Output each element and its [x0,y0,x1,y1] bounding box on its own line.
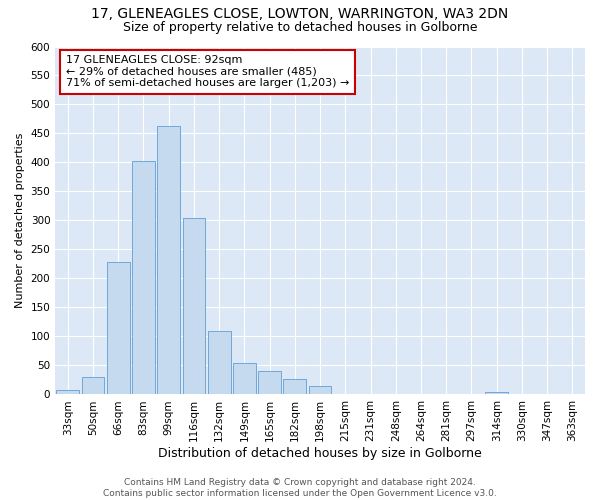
Bar [485,392,508,394]
Bar [309,386,331,394]
Bar [208,330,230,394]
Text: Contains HM Land Registry data © Crown copyright and database right 2024.
Contai: Contains HM Land Registry data © Crown c… [103,478,497,498]
X-axis label: Distribution of detached houses by size in Golborne: Distribution of detached houses by size … [158,447,482,460]
Text: Size of property relative to detached houses in Golborne: Size of property relative to detached ho… [123,21,477,34]
Bar [107,262,130,394]
Bar [283,379,306,394]
Bar [56,390,79,394]
Bar [258,372,281,394]
Bar [132,160,155,394]
Y-axis label: Number of detached properties: Number of detached properties [15,133,25,308]
Text: 17 GLENEAGLES CLOSE: 92sqm
← 29% of detached houses are smaller (485)
71% of sem: 17 GLENEAGLES CLOSE: 92sqm ← 29% of deta… [66,55,349,88]
Bar [82,377,104,394]
Text: 17, GLENEAGLES CLOSE, LOWTON, WARRINGTON, WA3 2DN: 17, GLENEAGLES CLOSE, LOWTON, WARRINGTON… [91,8,509,22]
Bar [233,363,256,394]
Bar [157,126,180,394]
Bar [182,218,205,394]
